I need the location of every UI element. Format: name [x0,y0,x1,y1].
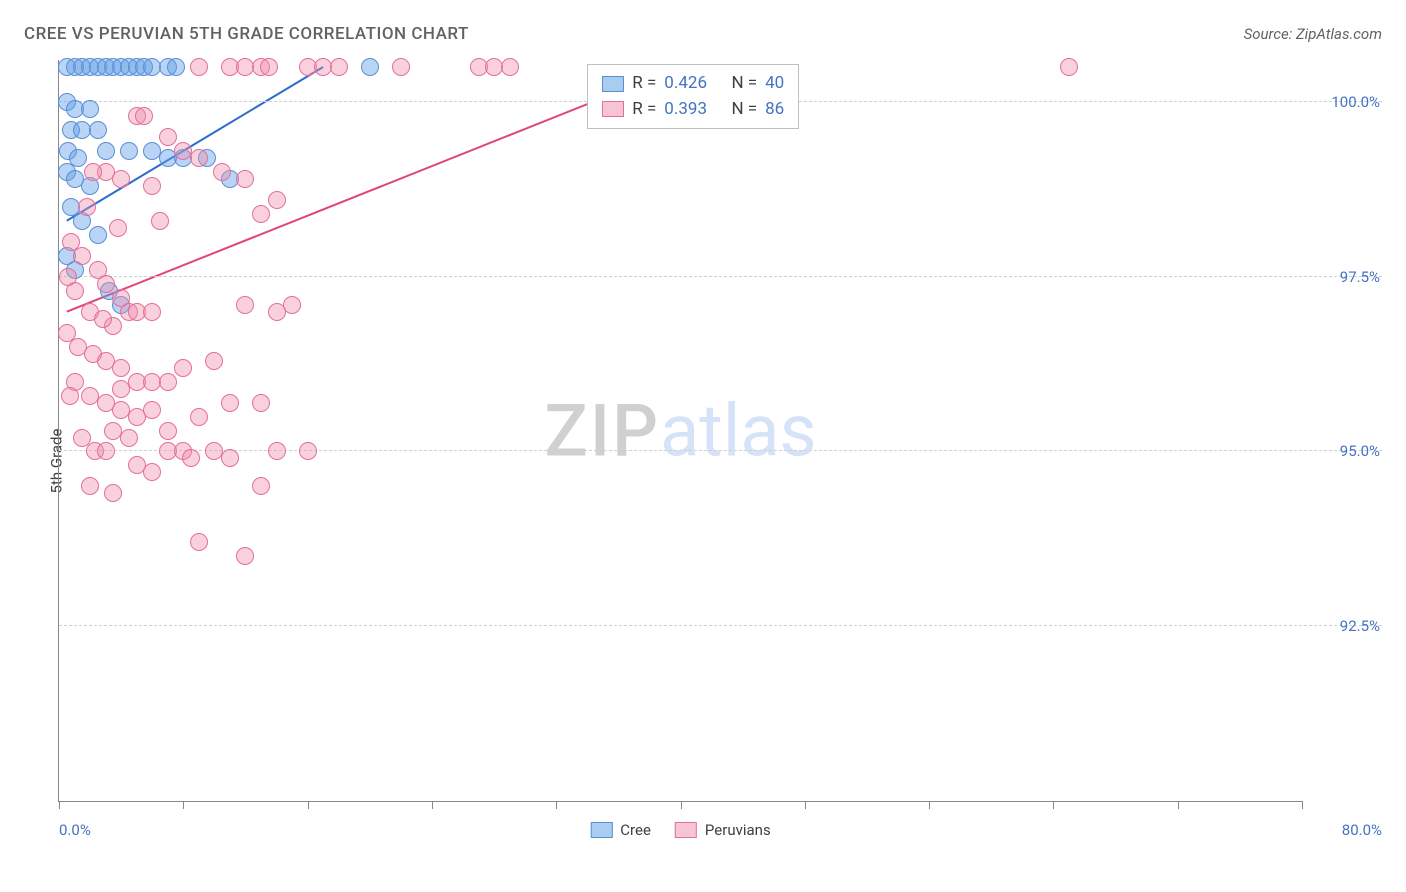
legend-label: Cree [620,821,651,839]
data-point [135,107,153,125]
data-point [330,58,348,76]
legend-swatch [590,822,612,838]
x-tick [183,801,184,809]
data-point [112,359,130,377]
data-point [58,324,76,342]
data-point [1060,58,1078,76]
data-point [236,547,254,565]
gridline [59,625,1382,626]
data-point [190,58,208,76]
data-point [81,477,99,495]
data-point [73,429,91,447]
data-point [112,380,130,398]
data-point [252,205,270,223]
data-point [73,247,91,265]
data-point [205,352,223,370]
x-tick [681,801,682,809]
data-point [81,100,99,118]
data-point [174,359,192,377]
data-point [151,212,169,230]
source-label: Source: ZipAtlas.com [1244,25,1382,43]
data-point [109,219,127,237]
chart-container: 5th Grade ZIPatlas 100.0%97.5%95.0%92.5%… [40,60,1382,862]
x-tick-label: 0.0% [59,821,91,839]
x-tick [308,801,309,809]
data-point [120,142,138,160]
data-point [143,463,161,481]
legend-row: R = 0.393 N = 86 [602,97,784,123]
data-point [61,387,79,405]
data-point [104,484,122,502]
data-point [299,442,317,460]
data-point [97,275,115,293]
chart-title: CREE VS PERUVIAN 5TH GRADE CORRELATION C… [24,24,469,44]
x-tick [59,801,60,809]
data-point [143,303,161,321]
data-point [167,58,185,76]
data-point [190,408,208,426]
data-point [159,128,177,146]
data-point [221,449,239,467]
data-point [97,142,115,160]
x-tick [1302,801,1303,809]
x-tick [1053,801,1054,809]
x-tick [929,801,930,809]
legend-item: Peruvians [675,821,771,839]
data-point [182,449,200,467]
y-tick-label: 95.0% [1340,442,1380,460]
x-tick [805,801,806,809]
data-point [252,477,270,495]
y-tick-label: 97.5% [1340,268,1380,286]
data-point [283,296,301,314]
x-tick-label: 80.0% [1342,821,1382,839]
data-point [252,394,270,412]
series-legend: Cree Peruvians [590,821,770,839]
watermark: ZIPatlas [544,388,816,473]
data-point [268,442,286,460]
legend-label: Peruvians [705,821,771,839]
plot-area: ZIPatlas 100.0%97.5%95.0%92.5%0.0%80.0%R… [58,60,1302,802]
data-point [159,373,177,391]
legend-swatch [675,822,697,838]
legend-swatch [602,76,624,92]
data-point [236,170,254,188]
data-point [84,163,102,181]
legend-item: Cree [590,821,651,839]
data-point [213,163,231,181]
gridline [59,450,1382,451]
data-point [501,58,519,76]
data-point [143,401,161,419]
legend-swatch [602,101,624,117]
data-point [268,191,286,209]
data-point [89,226,107,244]
x-tick [1178,801,1179,809]
legend-row: R = 0.426 N = 40 [602,71,784,97]
data-point [94,310,112,328]
data-point [190,533,208,551]
data-point [59,268,77,286]
data-point [190,149,208,167]
gridline [59,276,1382,277]
y-tick-label: 92.5% [1340,617,1380,635]
x-tick [556,801,557,809]
data-point [89,121,107,139]
data-point [159,422,177,440]
x-tick [432,801,433,809]
data-point [78,198,96,216]
data-point [112,170,130,188]
data-point [260,58,278,76]
data-point [236,296,254,314]
y-tick-label: 100.0% [1331,93,1380,111]
data-point [392,58,410,76]
data-point [120,429,138,447]
correlation-legend: R = 0.426 N = 40R = 0.393 N = 86 [587,64,799,129]
data-point [97,442,115,460]
data-point [221,394,239,412]
data-point [361,58,379,76]
data-point [143,177,161,195]
